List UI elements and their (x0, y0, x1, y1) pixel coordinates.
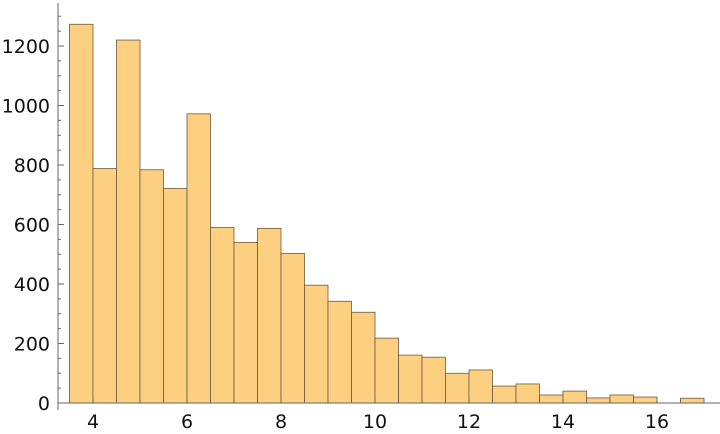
x-tick-label: 6 (181, 411, 193, 433)
histogram-bar (398, 354, 423, 404)
histogram-bar (163, 188, 188, 404)
y-tick-label: 200 (14, 334, 50, 356)
x-tick-label: 8 (275, 411, 287, 433)
histogram-bar (515, 383, 540, 404)
histogram-bar (116, 39, 141, 404)
histogram-bar (257, 227, 282, 404)
y-tick-label: 0 (38, 393, 50, 415)
y-tick-label: 1200 (2, 36, 50, 58)
histogram-bar (445, 372, 470, 404)
histogram-bar (468, 369, 493, 404)
histogram-bar (609, 394, 634, 404)
histogram-bar (586, 397, 611, 404)
x-tick-label: 10 (363, 411, 387, 433)
histogram-bar (562, 390, 587, 404)
y-tick-label: 1000 (2, 96, 50, 118)
histogram-bar (539, 394, 564, 404)
histogram-bar (280, 252, 305, 404)
y-tick-label: 600 (14, 215, 50, 237)
histogram-bar (186, 113, 211, 404)
histogram-bar (233, 241, 258, 404)
histogram-bar (680, 397, 705, 404)
histogram-bar (492, 385, 517, 404)
histogram-bar (327, 300, 352, 404)
histogram-bar (210, 227, 235, 404)
x-tick-label: 16 (645, 411, 669, 433)
histogram-bar (421, 356, 446, 404)
histogram-bar (139, 169, 164, 404)
axes: 0 200 400 600 800 1000 1200 4 6 8 10 12 14 16 (2, 3, 720, 433)
histogram-bar (92, 168, 117, 404)
x-tick-label: 12 (457, 411, 481, 433)
x-tick-label: 4 (87, 411, 99, 433)
y-tick-label: 400 (14, 274, 50, 296)
histogram-bar (304, 284, 329, 404)
histogram-bar (633, 396, 658, 404)
histogram-bar (351, 311, 376, 404)
y-tick-label: 800 (14, 155, 50, 177)
x-tick-label: 14 (551, 411, 575, 433)
bars (69, 23, 705, 404)
histogram-bar (374, 337, 399, 404)
histogram-bar (69, 23, 94, 404)
